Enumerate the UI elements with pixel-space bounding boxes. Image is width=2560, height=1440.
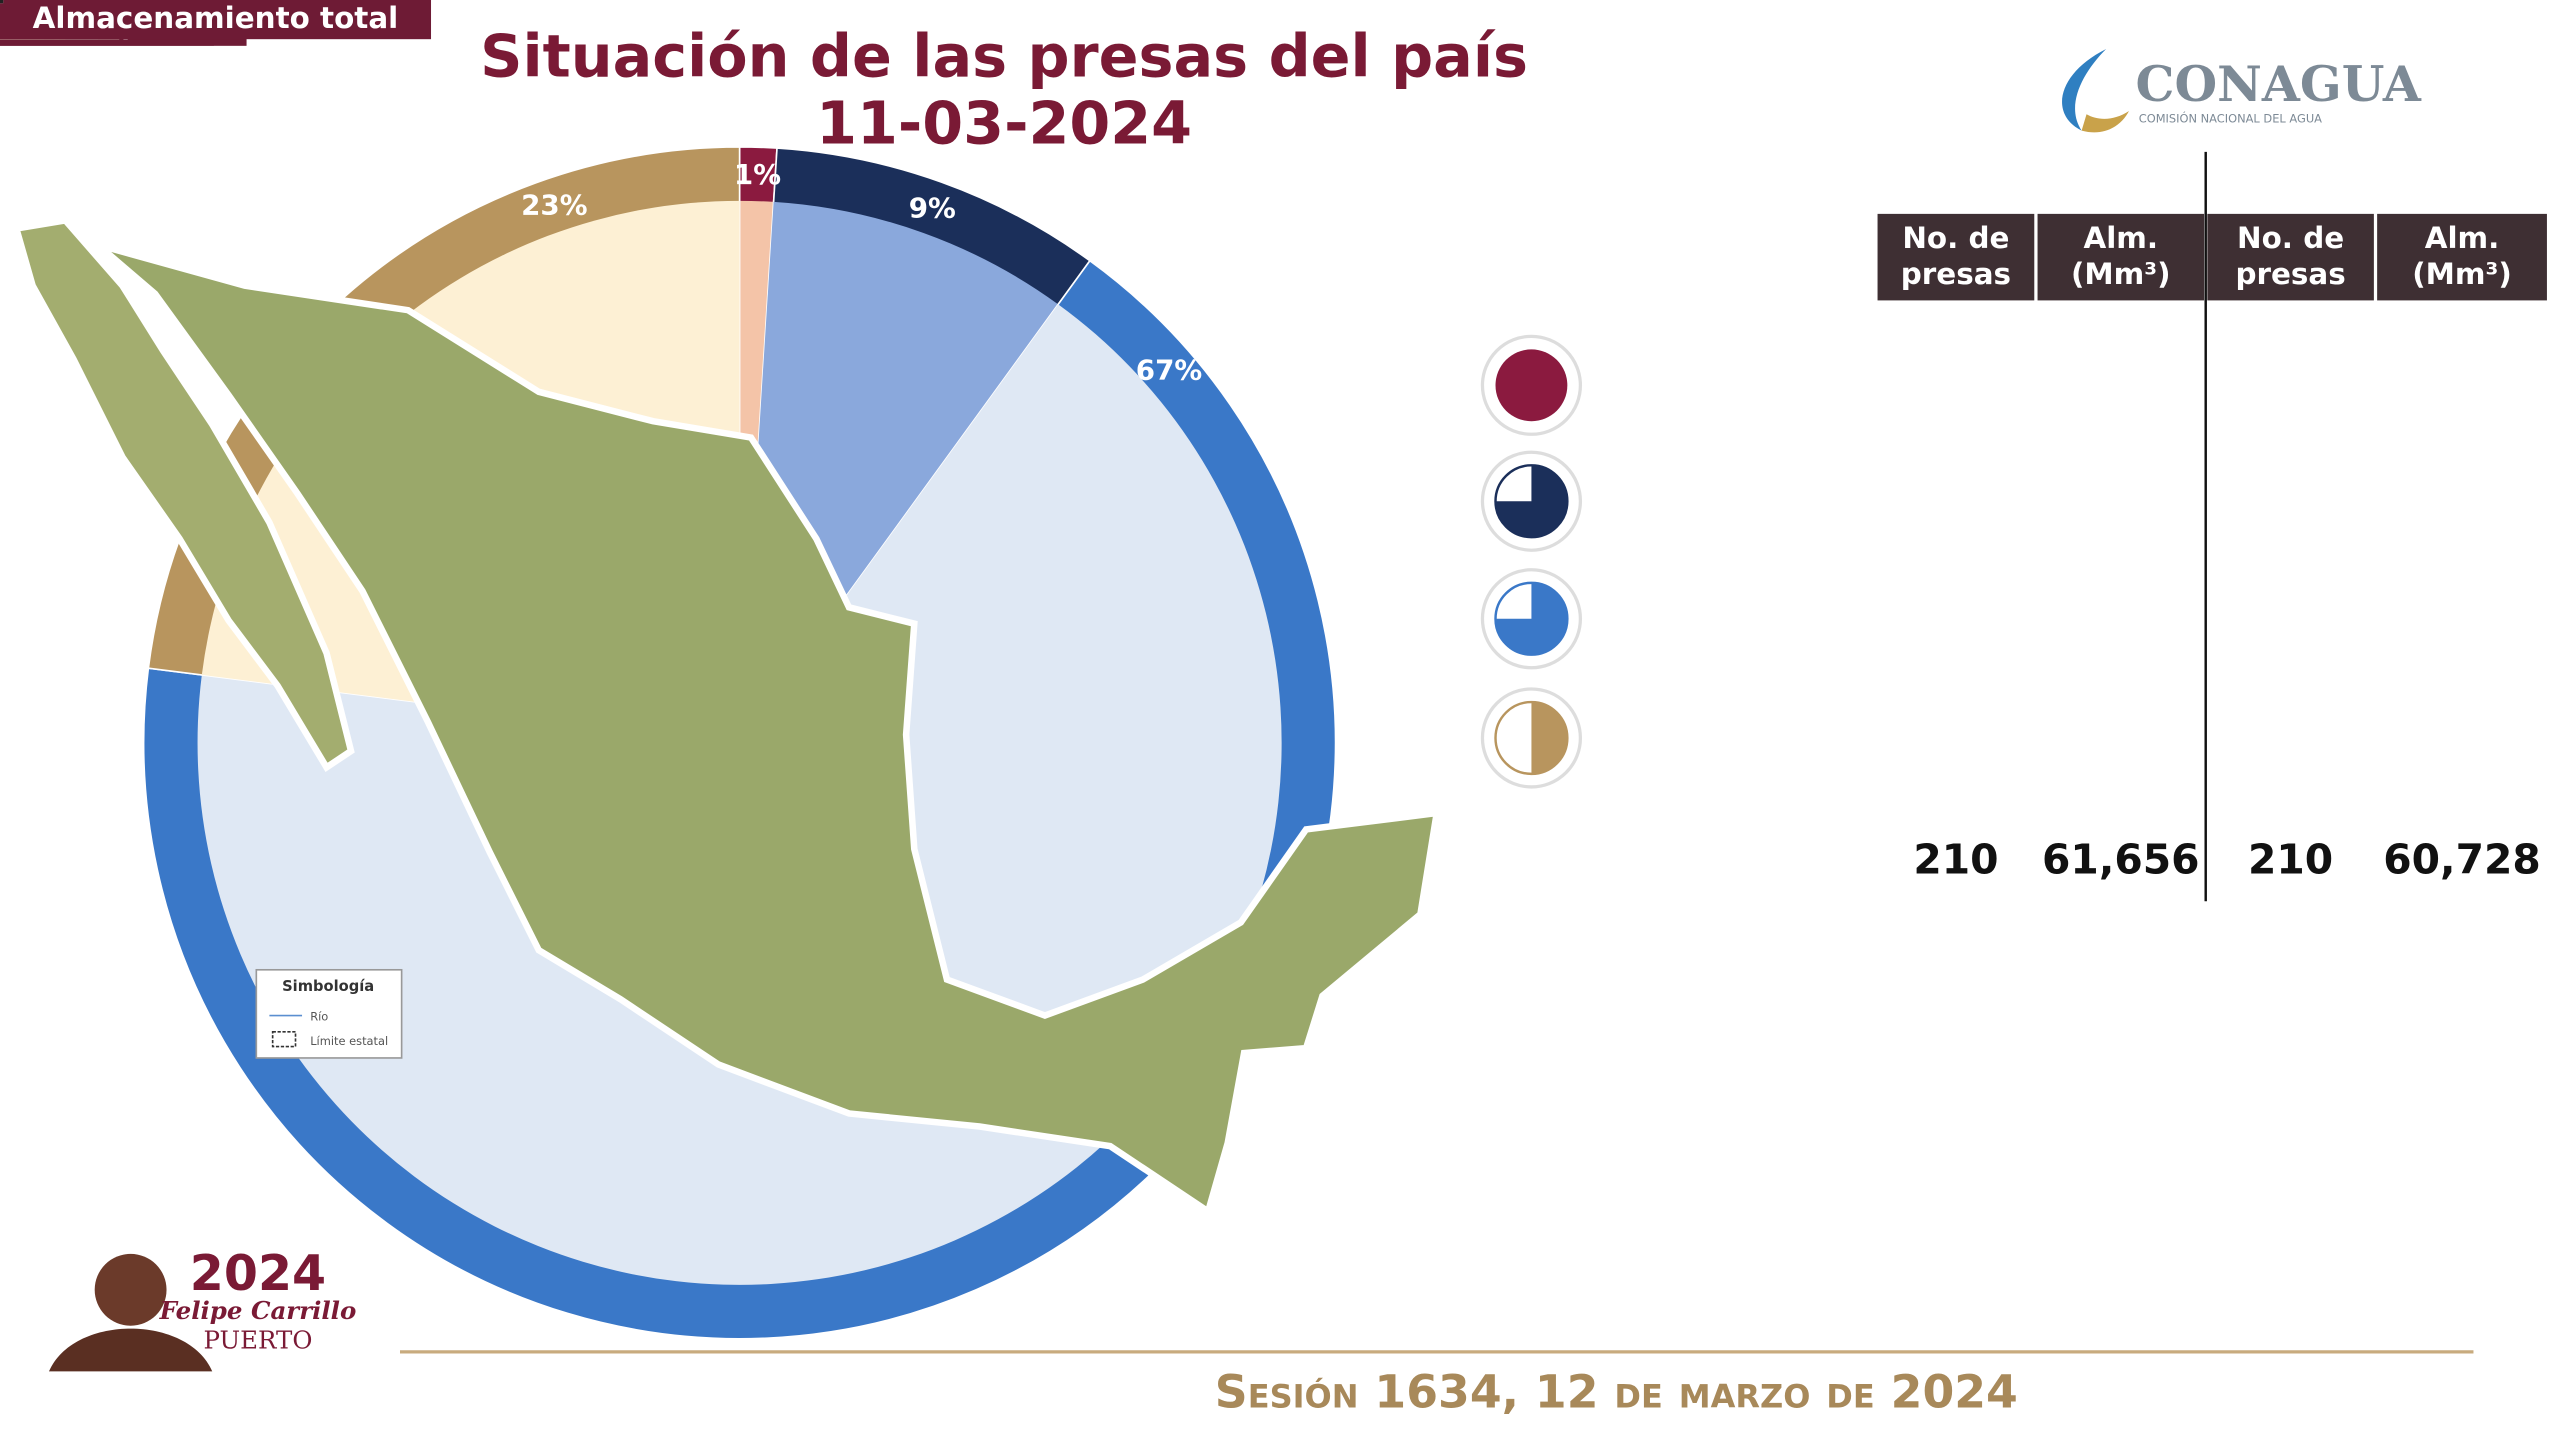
column-header: No. de presas	[2207, 213, 2374, 301]
title: Situación de las presas del país	[480, 23, 1528, 91]
footer-session: Sesión 1634, 12 de marzo de 2024	[1215, 1365, 2018, 1418]
logo-subtitle: COMISIÓN NACIONAL DEL AGUA	[2139, 110, 2322, 125]
logo-portrait	[48, 1328, 213, 1372]
pie-value-label: 1%	[734, 158, 781, 191]
logo-icon	[2081, 111, 2129, 133]
total-cell: 60,728	[2383, 835, 2541, 883]
total-cell: 210	[1913, 835, 1999, 883]
category-icon	[1495, 349, 1568, 422]
category-icon	[1531, 702, 1568, 774]
column-header: Alm. (Mm³)	[2037, 213, 2205, 301]
category-icon	[1495, 465, 1568, 538]
category-icon	[1495, 582, 1568, 655]
logo-portrait	[94, 1253, 167, 1326]
total-label: Almacenamiento total	[0, 0, 431, 40]
total-cell: 61,656	[2042, 835, 2200, 883]
column-header: Alm. (Mm³)	[2377, 213, 2547, 301]
logo-name: Felipe Carrillo	[159, 1296, 357, 1325]
map-mainland	[95, 241, 1441, 1217]
column-header: No. de presas	[1877, 213, 2035, 301]
map-legend-title: Simbología	[282, 978, 374, 995]
date: 11-03-2024	[816, 90, 1193, 158]
map-baja	[12, 216, 355, 772]
total-cell: 210	[2248, 835, 2334, 883]
logo-place: PUERTO	[204, 1326, 313, 1355]
map-legend-item: Límite estatal	[310, 1034, 388, 1048]
pie-value-label: 67%	[1136, 353, 1202, 386]
logo-text: CONAGUA	[2136, 55, 2422, 113]
map-legend-box	[255, 968, 403, 1059]
logo-year: 2024	[190, 1245, 326, 1302]
pie-value-label: 9%	[909, 191, 956, 224]
total-box	[0, 0, 4, 4]
map-legend-item: Río	[310, 1009, 328, 1023]
pie-value-label: 23%	[521, 189, 587, 222]
logo-icon	[2062, 48, 2107, 131]
